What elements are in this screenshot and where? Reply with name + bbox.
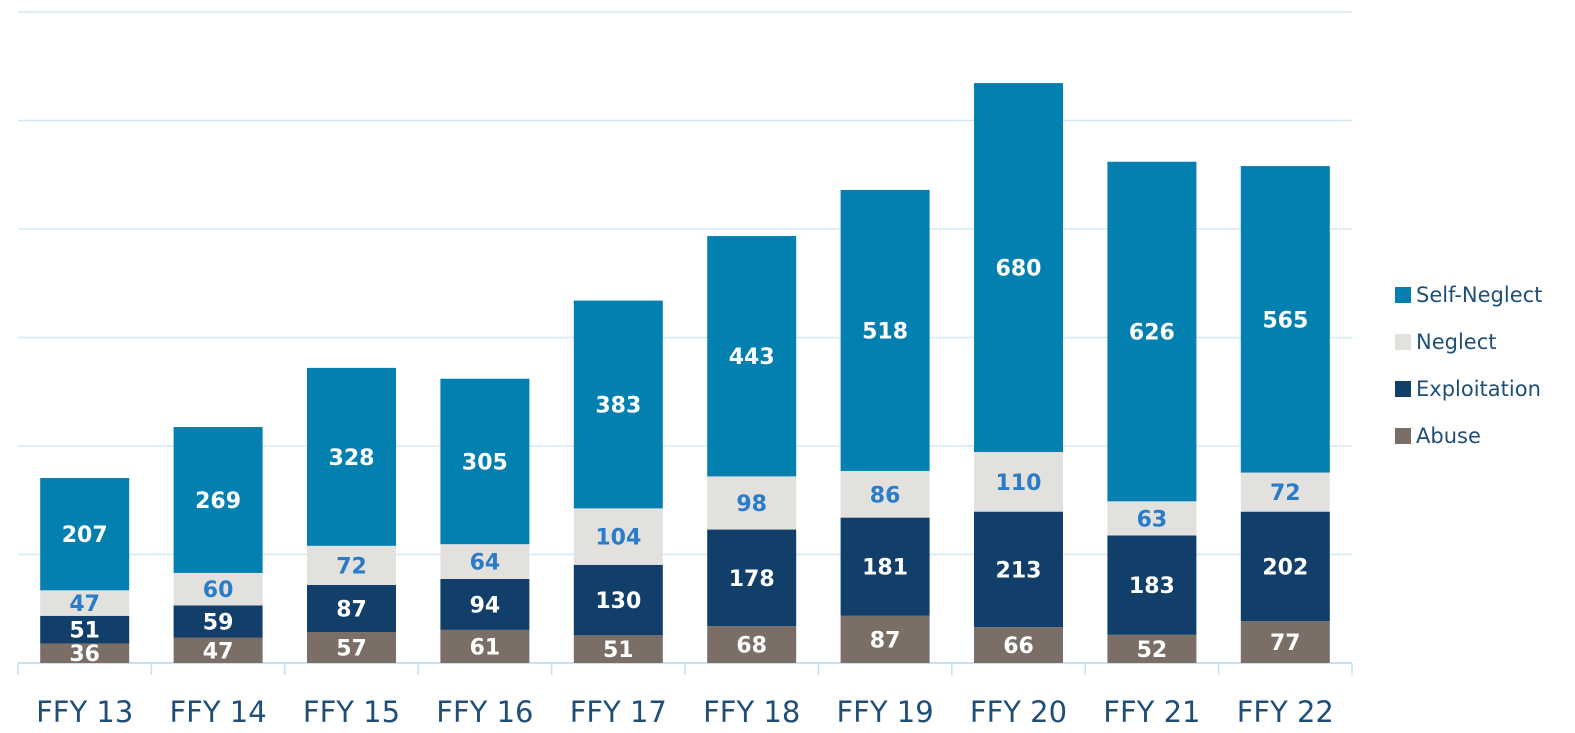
data-label: 47 (69, 592, 100, 617)
data-label: 36 (69, 642, 100, 667)
data-label: 59 (203, 610, 234, 635)
data-label: 518 (862, 319, 908, 344)
bar-segment (707, 529, 797, 627)
data-label: 213 (996, 558, 1042, 583)
data-label: 443 (729, 345, 775, 370)
data-label: 87 (870, 628, 901, 653)
data-label: 68 (736, 634, 767, 659)
x-tick-label: FFY 20 (970, 695, 1067, 729)
data-label: 626 (1129, 321, 1175, 346)
data-label: 94 (470, 593, 501, 618)
bar-segment (173, 572, 263, 606)
data-label: 51 (603, 638, 634, 663)
bar-segment (573, 635, 663, 663)
bar-segment (1240, 472, 1330, 512)
bar-segment (840, 470, 930, 518)
bar-segment (974, 627, 1063, 663)
x-tick-label: FFY 22 (1237, 695, 1334, 729)
bar-segment (1240, 621, 1330, 663)
data-label: 47 (203, 639, 234, 664)
bar-segment (173, 427, 263, 573)
x-tick-label: FFY 18 (703, 695, 800, 729)
bar-segment (307, 632, 396, 663)
legend-label: Exploitation (1416, 377, 1541, 401)
bar-segment (840, 615, 930, 663)
data-label: 328 (329, 446, 375, 471)
data-label: 66 (1003, 634, 1034, 659)
data-label: 72 (336, 554, 367, 579)
data-label: 104 (595, 526, 641, 551)
data-label: 60 (203, 578, 234, 603)
data-label: 183 (1129, 574, 1175, 599)
data-label: 565 (1262, 308, 1308, 333)
data-label: 305 (462, 450, 508, 475)
bar-segment (40, 590, 130, 616)
data-label: 52 (1137, 638, 1168, 663)
bar-segment (1240, 511, 1330, 622)
x-tick-label: FFY 14 (169, 695, 266, 729)
legend-label: Self-Neglect (1416, 283, 1542, 307)
legend-label: Abuse (1416, 424, 1481, 448)
bar-segment (40, 478, 130, 591)
bar-segment (573, 564, 663, 636)
legend-swatch (1395, 287, 1411, 303)
data-label: 86 (870, 483, 901, 508)
legend-label: Neglect (1416, 330, 1497, 354)
bar-segment (40, 643, 130, 663)
bar-segment (40, 615, 130, 644)
x-tick-label: FFY 13 (36, 695, 133, 729)
data-label: 51 (69, 619, 100, 644)
bar-segment (573, 508, 663, 565)
x-tick-label: FFY 15 (303, 695, 400, 729)
bar-segment (307, 545, 396, 585)
bar-segment (1240, 166, 1330, 473)
bar-segment (707, 626, 797, 663)
data-label: 57 (336, 637, 367, 662)
bar-segment (440, 578, 530, 630)
data-label: 680 (996, 257, 1042, 282)
legend-swatch (1395, 334, 1411, 350)
bar-segment (573, 300, 663, 509)
bar-segment (974, 511, 1063, 628)
bar-segment (440, 544, 530, 579)
data-label: 87 (336, 597, 367, 622)
bar-segment (173, 637, 263, 663)
bar-segment (440, 629, 530, 663)
data-label: 178 (729, 567, 775, 592)
data-label: 98 (736, 492, 767, 517)
bar-segment (840, 517, 930, 616)
data-label: 64 (470, 551, 501, 576)
bar-segment (173, 605, 263, 638)
bar-segment (1107, 501, 1197, 536)
bar-segment (840, 189, 930, 471)
bar-segment (440, 378, 530, 545)
bar-segment (1107, 535, 1197, 635)
x-tick-label: FFY 19 (836, 695, 933, 729)
bar-segment (974, 451, 1063, 512)
x-tick-label: FFY 16 (436, 695, 533, 729)
bar-segment (307, 584, 396, 633)
bar-segment (707, 236, 797, 477)
x-tick-label: FFY 21 (1103, 695, 1200, 729)
data-label: 202 (1262, 555, 1308, 580)
data-label: 383 (595, 393, 641, 418)
legend-swatch (1395, 381, 1411, 397)
bar-segment (1107, 634, 1197, 663)
data-label: 110 (996, 471, 1042, 496)
data-label: 207 (62, 523, 108, 548)
data-label: 63 (1137, 507, 1168, 532)
data-label: 72 (1270, 481, 1301, 506)
legend-swatch (1395, 428, 1411, 444)
data-label: 130 (595, 589, 641, 614)
x-tick-label: FFY 17 (570, 695, 667, 729)
data-label: 269 (195, 489, 241, 514)
bar-segment (1107, 161, 1197, 502)
bar-segment (307, 367, 396, 546)
data-label: 181 (862, 556, 908, 581)
bar-segment (707, 476, 797, 530)
data-label: 77 (1270, 631, 1301, 656)
bar-segment (974, 83, 1063, 452)
data-label: 61 (470, 635, 501, 660)
